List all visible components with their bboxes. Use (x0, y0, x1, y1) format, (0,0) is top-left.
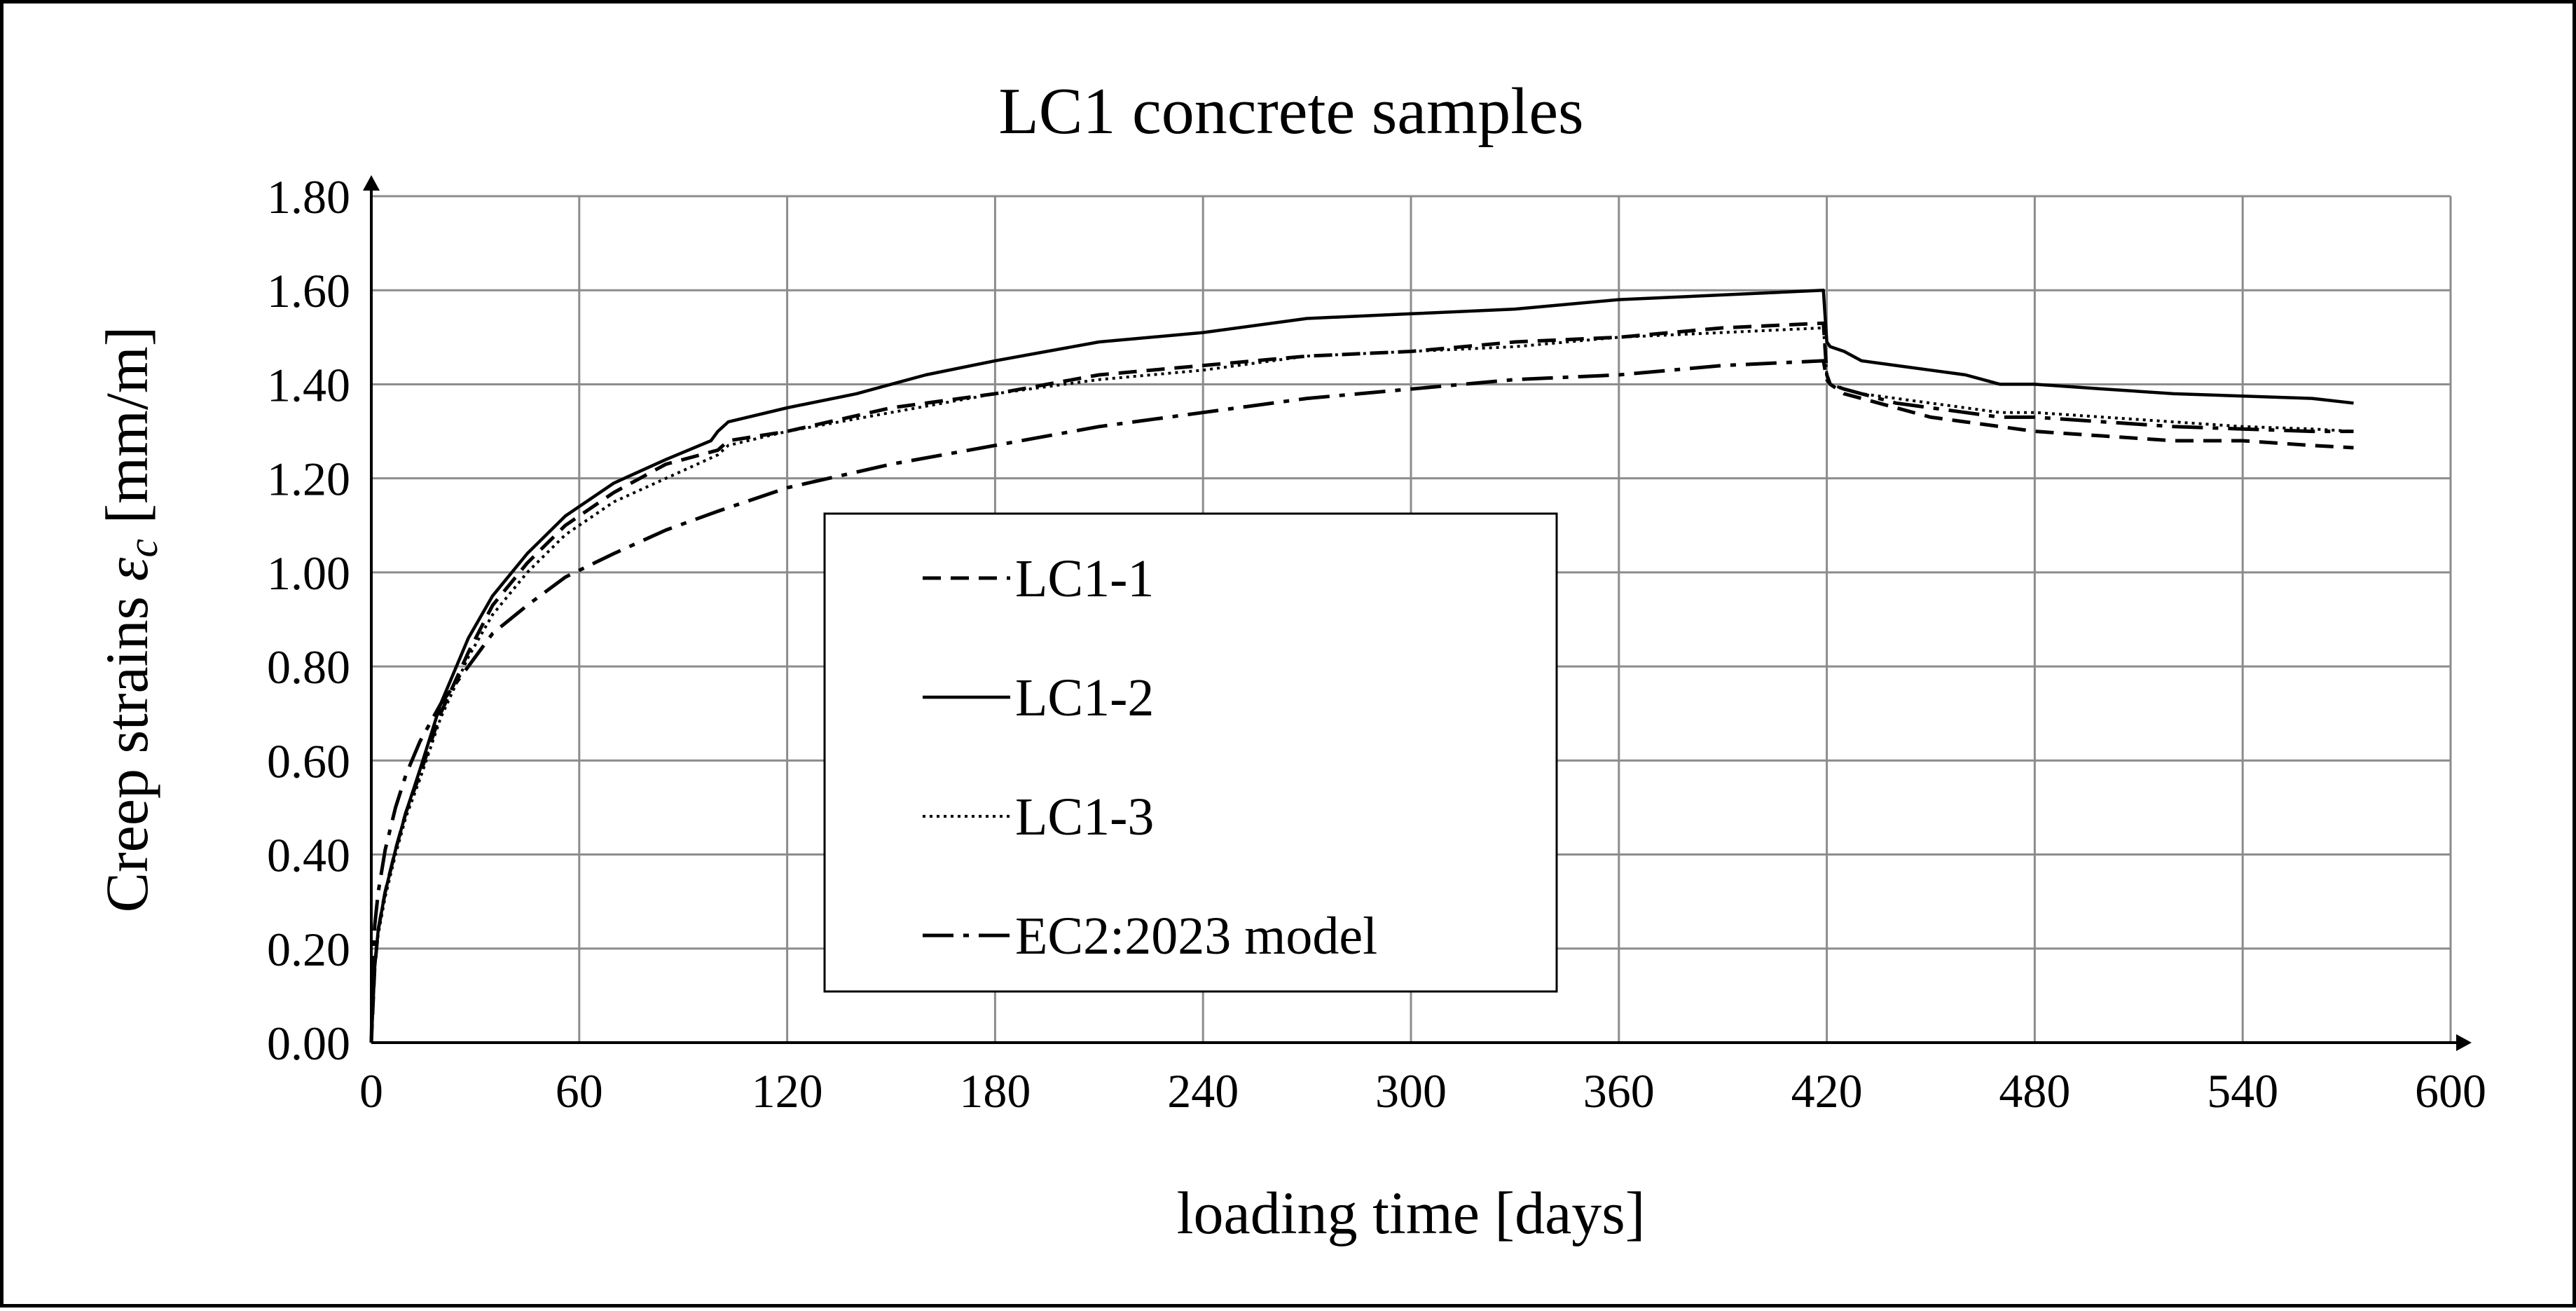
y-tick-label: 0.00 (267, 1017, 350, 1070)
creep-strain-chart: 0 60 120 180 240 300 360 420 480 540 600 0.00 0.20 0.… (93, 75, 2486, 1247)
series-line-1 (369, 321, 2354, 1043)
y-axis-label-subscript: c (120, 539, 166, 558)
y-axis-label: Creep strains εc [mm/m] (93, 327, 166, 913)
x-axis-label: loading time [days] (1177, 1179, 1646, 1247)
y-tick-label: 1.00 (267, 547, 350, 600)
y-tick-label: 0.40 (267, 829, 350, 882)
x-axis-arrow (2456, 1034, 2472, 1051)
x-tick-label: 600 (2415, 1064, 2486, 1118)
x-tick-label: 480 (1999, 1064, 2070, 1118)
legend: LC1-1 LC1-2 LC1-3 EC2:2023 model (823, 512, 1558, 993)
tick-labels: 0 60 120 180 240 300 360 420 480 540 600 0.00 0.20 0.… (267, 170, 2486, 1118)
x-tick-label: 420 (1791, 1064, 1863, 1118)
y-tick-label: 0.80 (267, 640, 350, 694)
x-tick-label: 300 (1375, 1064, 1447, 1118)
legend-label-2: LC1-2 (1015, 668, 1154, 727)
legend-label-4: EC2:2023 model (1015, 907, 1377, 966)
legend-box (823, 512, 1558, 993)
legend-label-3: LC1-3 (1015, 788, 1154, 846)
y-tick-label: 0.20 (267, 923, 350, 976)
y-axis-label-symbol: ε (93, 558, 160, 582)
x-tick-label: 0 (359, 1064, 383, 1118)
series-lines (369, 288, 2354, 1043)
y-tick-label: 1.80 (267, 170, 350, 224)
y-tick-label: 1.60 (267, 264, 350, 317)
x-tick-label: 240 (1167, 1064, 1239, 1118)
series-line-4 (369, 359, 2354, 1043)
y-tick-label: 0.60 (267, 734, 350, 788)
x-tick-label: 540 (2207, 1064, 2278, 1118)
series-line-3 (370, 326, 2354, 1043)
y-tick-label: 1.20 (267, 453, 350, 506)
legend-label-1: LC1-1 (1015, 549, 1154, 608)
x-tick-label: 60 (556, 1064, 603, 1118)
axes (363, 175, 2472, 1051)
series-line-2 (369, 288, 2354, 1043)
x-tick-label: 120 (752, 1064, 823, 1118)
y-tick-label: 1.40 (267, 358, 350, 411)
x-tick-label: 360 (1583, 1064, 1655, 1118)
y-axis-arrow (363, 175, 380, 191)
x-tick-label: 180 (959, 1064, 1031, 1118)
y-axis-label-text: Creep strains (93, 582, 160, 913)
chart-title: LC1 concrete samples (998, 75, 1583, 148)
y-axis-label-unit: [mm/m] (93, 327, 160, 539)
